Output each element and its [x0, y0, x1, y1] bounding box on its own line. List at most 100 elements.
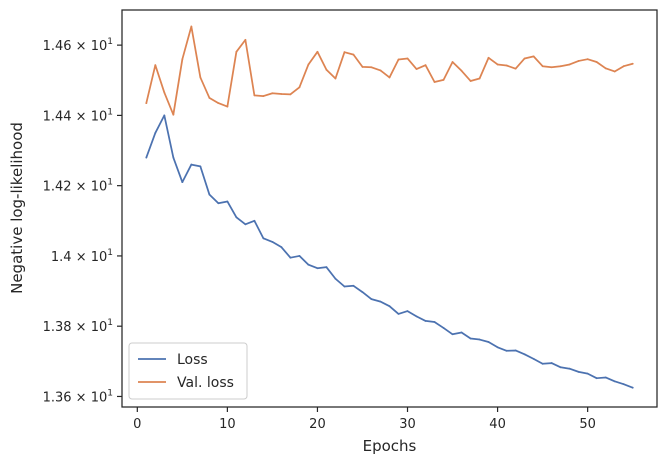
data-point-val-loss	[478, 77, 481, 80]
data-point-loss	[559, 366, 562, 369]
legend: Loss Val. loss	[128, 342, 248, 400]
x-axis-label: Epochs	[363, 437, 417, 455]
data-point-val-loss	[577, 60, 580, 62]
data-point-loss	[397, 313, 400, 315]
data-point-val-loss	[280, 93, 283, 95]
y-tick-label: 1.42 × 101	[43, 178, 113, 195]
data-point-val-loss	[235, 50, 238, 53]
data-point-val-loss	[298, 86, 301, 89]
data-point-loss	[379, 300, 382, 303]
data-point-loss	[334, 277, 337, 280]
data-point-val-loss	[586, 58, 589, 61]
data-point-val-loss	[379, 69, 382, 72]
data-point-loss	[181, 181, 184, 184]
data-point-val-loss	[217, 102, 220, 104]
data-point-loss	[307, 263, 310, 266]
data-point-val-loss	[316, 50, 319, 53]
data-point-val-loss	[397, 58, 400, 61]
data-point-val-loss	[334, 77, 337, 80]
x-tick-label: 0	[133, 417, 141, 432]
data-point-loss	[451, 333, 454, 336]
data-point-val-loss	[469, 80, 472, 82]
x-tick-label: 30	[399, 417, 416, 432]
data-point-loss	[496, 346, 499, 349]
data-point-val-loss	[523, 57, 526, 60]
data-point-loss	[604, 376, 607, 379]
data-point-val-loss	[550, 66, 553, 69]
data-point-loss	[262, 237, 265, 240]
series-points-loss	[145, 114, 634, 389]
data-point-loss	[622, 383, 625, 386]
data-point-val-loss	[604, 67, 607, 70]
data-point-loss	[199, 165, 202, 168]
data-point-loss	[370, 298, 373, 301]
data-point-loss	[145, 156, 148, 159]
data-point-val-loss	[505, 64, 508, 67]
data-point-val-loss	[460, 69, 463, 72]
y-tick-label: 1.44 × 101	[43, 107, 113, 124]
data-point-loss	[325, 266, 328, 269]
data-point-val-loss	[190, 25, 193, 28]
data-point-loss	[253, 219, 256, 222]
data-point-loss	[343, 285, 346, 288]
data-point-val-loss	[541, 65, 544, 68]
data-point-val-loss	[568, 63, 571, 66]
legend-frame	[128, 342, 248, 400]
data-point-val-loss	[442, 79, 445, 81]
series-layer	[145, 25, 634, 389]
y-tick-label: 1.46 × 101	[43, 37, 113, 54]
data-point-loss	[226, 200, 229, 203]
y-axis-label: Negative log-likelihood	[8, 122, 26, 294]
x-tick-label: 50	[579, 417, 596, 432]
data-point-val-loss	[559, 65, 562, 68]
data-point-loss	[415, 315, 418, 318]
data-point-val-loss	[595, 61, 598, 63]
data-point-loss	[613, 380, 616, 383]
data-point-loss	[280, 246, 283, 249]
data-point-val-loss	[181, 58, 184, 61]
data-point-loss	[550, 362, 553, 364]
data-point-loss	[244, 223, 247, 226]
data-point-val-loss	[451, 61, 454, 63]
data-point-val-loss	[208, 96, 211, 99]
data-point-val-loss	[424, 64, 427, 67]
x-tick-label: 20	[309, 417, 326, 432]
data-point-loss	[523, 353, 526, 356]
data-point-val-loss	[532, 55, 535, 58]
data-point-val-loss	[145, 102, 148, 104]
data-point-loss	[577, 370, 580, 373]
legend-label-loss: Loss	[177, 352, 208, 368]
data-point-val-loss	[199, 76, 202, 79]
data-point-loss	[154, 132, 157, 134]
data-point-loss	[352, 284, 355, 287]
data-point-val-loss	[487, 56, 490, 59]
data-point-loss	[424, 320, 427, 322]
data-point-val-loss	[253, 94, 256, 97]
y-axis: 1.36 × 101 1.38 × 101 1.4 × 101 1.42 × 101 1…	[43, 37, 122, 405]
data-point-val-loss	[226, 105, 229, 108]
data-point-loss	[442, 327, 445, 329]
data-point-loss	[568, 367, 571, 370]
data-point-val-loss	[343, 51, 346, 54]
data-point-val-loss	[433, 81, 436, 83]
data-point-val-loss	[406, 57, 409, 60]
data-point-loss	[631, 386, 634, 389]
data-point-val-loss	[622, 65, 625, 68]
data-point-loss	[505, 349, 508, 352]
legend-label-val-loss: Val. loss	[177, 375, 234, 391]
y-tick-label: 1.4 × 101	[51, 248, 113, 265]
x-tick-label: 10	[219, 417, 236, 432]
data-point-loss	[478, 338, 481, 341]
series-points-val-loss	[145, 25, 634, 116]
data-point-loss	[388, 305, 391, 308]
x-tick-label: 40	[489, 417, 506, 432]
data-point-loss	[190, 163, 193, 166]
data-point-val-loss	[370, 66, 373, 69]
data-point-loss	[469, 337, 472, 340]
data-point-loss	[172, 156, 175, 159]
data-point-val-loss	[244, 38, 247, 41]
data-point-val-loss	[289, 93, 292, 96]
data-point-loss	[541, 362, 544, 365]
data-point-val-loss	[361, 66, 364, 68]
data-point-loss	[361, 291, 364, 294]
